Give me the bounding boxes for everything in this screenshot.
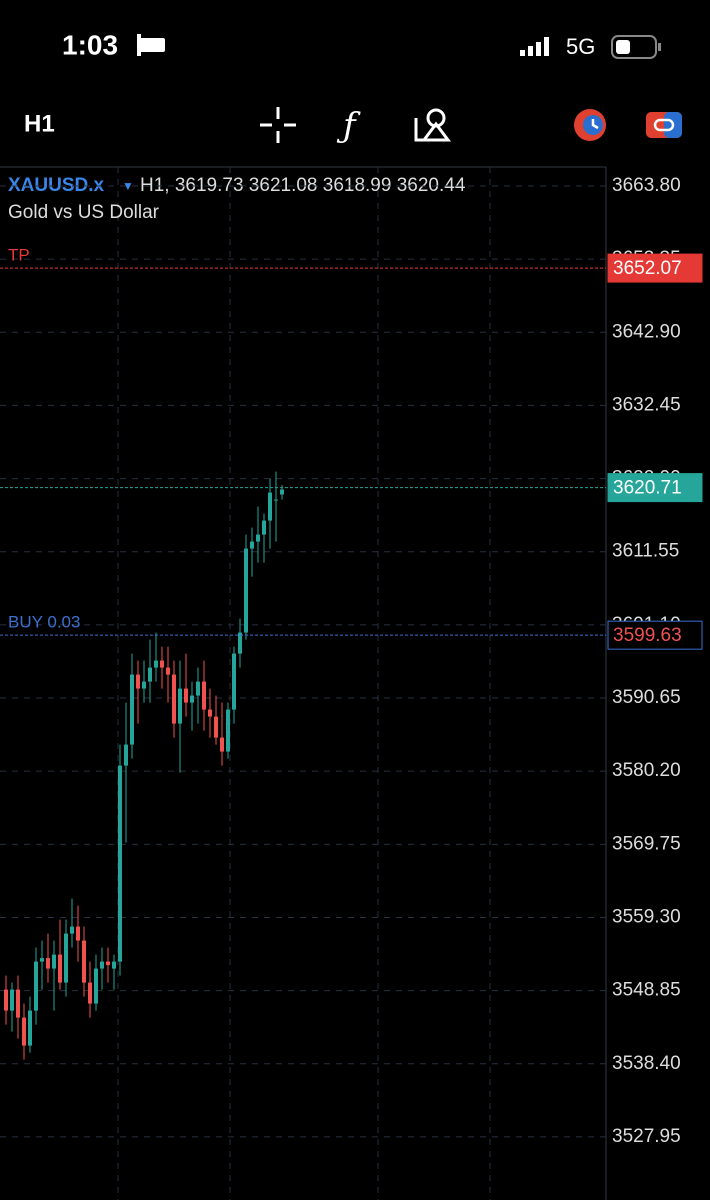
- candle-body: [70, 926, 74, 934]
- y-tick-label: 3590.65: [612, 687, 681, 708]
- candle-body: [208, 709, 212, 717]
- crosshair-button[interactable]: [260, 107, 296, 143]
- objects-button[interactable]: [414, 108, 451, 142]
- signal-icon: [520, 37, 549, 56]
- y-tick-label: 3632.45: [612, 394, 681, 415]
- y-tick-label: 3569.75: [612, 833, 681, 854]
- price-level-value: 3599.63: [613, 625, 682, 646]
- candle-body: [58, 954, 62, 983]
- candle-body: [28, 1010, 32, 1046]
- price-level-value: 3620.71: [613, 478, 682, 499]
- network: 5G: [566, 34, 595, 59]
- candle-body: [244, 548, 248, 633]
- battery-icon: [611, 35, 661, 59]
- y-tick-label: 3611.55: [612, 541, 679, 562]
- candle-body: [100, 961, 104, 969]
- candle-body: [256, 534, 260, 542]
- candle-body: [76, 926, 80, 941]
- candle-body: [268, 492, 272, 521]
- y-tick-label: 3663.80: [612, 175, 681, 196]
- candle-body: [4, 989, 8, 1011]
- candle-body: [16, 989, 20, 1018]
- candle-body: [214, 716, 218, 738]
- candle-body: [220, 737, 224, 752]
- candle-body: [22, 1017, 26, 1046]
- candle-body: [202, 681, 206, 710]
- price-level-tag: [607, 473, 703, 503]
- candle-body: [148, 667, 152, 682]
- candle-body: [46, 958, 50, 969]
- candle-body: [262, 520, 266, 535]
- candle-body: [232, 653, 236, 710]
- y-tick-label: 3538.40: [612, 1053, 681, 1074]
- y-tick-label: 3580.20: [612, 760, 681, 781]
- candle-body: [136, 674, 140, 689]
- candle-body: [172, 674, 176, 724]
- candle-body: [82, 940, 86, 983]
- price-level-tag: [607, 253, 703, 283]
- candle-body: [280, 489, 284, 495]
- candle-body: [160, 660, 164, 668]
- candle-body: [124, 744, 128, 766]
- candle-body: [238, 632, 242, 654]
- account-button[interactable]: [646, 112, 682, 138]
- candle-body: [196, 681, 200, 696]
- candle-body: [250, 541, 254, 549]
- symbol-dropdown[interactable]: ▼: [122, 179, 134, 193]
- y-tick-label: 3527.95: [612, 1126, 681, 1147]
- candle-body: [88, 982, 92, 1004]
- vertical-grid: [117, 167, 491, 1200]
- candle-body: [40, 958, 44, 962]
- candle-body: [64, 933, 68, 983]
- candle-body: [190, 695, 194, 703]
- symbol[interactable]: XAUUSD.x: [8, 175, 105, 196]
- candle-body: [94, 968, 98, 1004]
- candle-body: [184, 688, 188, 703]
- y-tick-label: 3559.30: [612, 906, 681, 927]
- candle-body: [34, 961, 38, 1011]
- candle-body: [52, 954, 56, 969]
- price-level-tag: [607, 620, 703, 650]
- candle-body: [178, 688, 182, 724]
- y-tick-label: 3548.85: [612, 980, 681, 1001]
- price-level-label: BUY 0.03: [8, 613, 80, 632]
- timeframe-button[interactable]: H1: [24, 110, 55, 137]
- candle-body: [226, 709, 230, 752]
- trade-button[interactable]: [574, 109, 606, 141]
- candle-body: [106, 961, 110, 966]
- price-level-label: TP: [8, 246, 30, 265]
- candle-body: [118, 765, 122, 962]
- sleep-icon: [137, 34, 165, 56]
- candle-body: [130, 674, 134, 745]
- symbol-description: Gold vs US Dollar: [8, 202, 160, 223]
- candle-body: [112, 961, 116, 969]
- candle-body: [274, 499, 278, 501]
- candle-body: [142, 681, 146, 689]
- price-level-value: 3652.07: [613, 258, 682, 279]
- candle-body: [10, 989, 14, 1011]
- y-tick-label: 3642.90: [612, 321, 681, 342]
- clock: 1:03: [62, 29, 118, 60]
- candle-body: [166, 667, 170, 675]
- candle-body: [154, 660, 158, 668]
